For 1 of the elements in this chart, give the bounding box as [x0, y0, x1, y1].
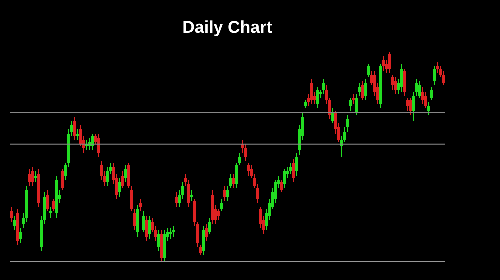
chart-title: Daily Chart [182, 18, 274, 38]
